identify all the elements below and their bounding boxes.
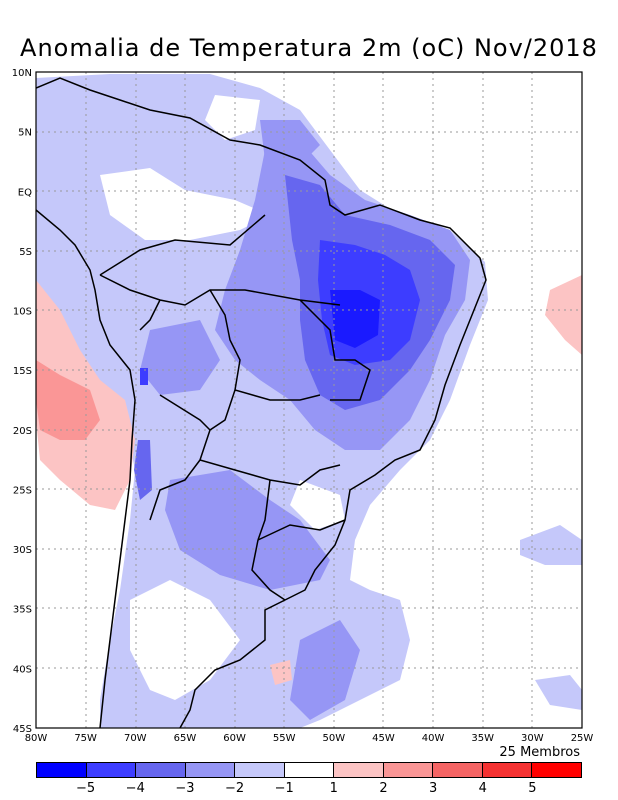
colorbar-swatch — [532, 763, 582, 777]
latitude-label: 20S — [13, 426, 32, 437]
colorbar-swatch — [86, 763, 137, 777]
colorbar-swatch — [136, 763, 186, 777]
colorbar-swatch — [383, 763, 434, 777]
longitude-label: 45W — [372, 733, 395, 744]
colorbar-swatch — [334, 763, 384, 777]
gridlines — [36, 72, 582, 728]
longitude-label: 40W — [422, 733, 445, 744]
longitude-label: 65W — [174, 733, 197, 744]
anomaly-region-minus5 — [330, 290, 380, 348]
colorbar — [36, 762, 582, 778]
colorbar-swatch — [482, 763, 533, 777]
longitude-label: 35W — [471, 733, 494, 744]
colorbar-label: 2 — [379, 781, 388, 796]
colorbar-swatch — [433, 763, 483, 777]
longitude-label: 55W — [273, 733, 296, 744]
latitude-label: 40S — [13, 664, 32, 675]
longitude-label: 30W — [521, 733, 544, 744]
colorbar-label: −3 — [175, 781, 195, 796]
latitude-label: 5N — [18, 128, 32, 139]
longitude-label: 80W — [25, 733, 48, 744]
longitude-label: 60W — [223, 733, 246, 744]
map-field — [36, 72, 582, 728]
colorbar-swatch — [37, 763, 87, 777]
colorbar-swatch — [185, 763, 236, 777]
latitude-label: 5S — [19, 247, 32, 258]
colorbar-label: −4 — [125, 781, 145, 796]
colorbar-label: 1 — [329, 781, 338, 796]
map-title: Anomalia de Temperatura 2m (oC) Nov/2018 — [20, 34, 598, 62]
coastlines-borders — [36, 77, 487, 728]
latitude-label: 30S — [13, 545, 32, 556]
longitude-label: 25W — [571, 733, 594, 744]
colorbar-labels: −5 −4 −3 −2 −1 1 2 3 4 5 — [36, 781, 582, 797]
longitude-label: 75W — [74, 733, 97, 744]
latitude-label: EQ — [18, 187, 32, 198]
latitude-labels: 10N 5N EQ 5S 10S 15S 20S 25S 30S 35S 40S 45S — [12, 68, 32, 735]
colorbar-label: −5 — [76, 781, 96, 796]
colorbar-swatch — [235, 763, 285, 777]
colorbar-label: −1 — [274, 781, 294, 796]
latitude-label: 45S — [13, 724, 32, 735]
longitude-label: 50W — [323, 733, 346, 744]
latitude-label: 35S — [13, 605, 32, 616]
colorbar-label: 5 — [528, 781, 537, 796]
anomaly-region-plus2 — [36, 360, 100, 440]
longitude-label: 70W — [124, 733, 147, 744]
colorbar-swatch — [284, 763, 335, 777]
latitude-label: 10S — [13, 307, 32, 318]
colorbar-label: 4 — [478, 781, 487, 796]
ensemble-members-label: 25 Membros — [499, 745, 580, 760]
longitude-labels: 80W 75W 70W 65W 60W 55W 50W 45W 40W 35W 30W 25W — [25, 733, 594, 744]
latitude-label: 15S — [13, 366, 32, 377]
latitude-label: 25S — [13, 485, 32, 496]
latitude-label: 10N — [12, 68, 32, 79]
colorbar-label: 3 — [428, 781, 438, 796]
map-frame — [35, 71, 583, 729]
colorbar-label: −2 — [224, 781, 245, 796]
